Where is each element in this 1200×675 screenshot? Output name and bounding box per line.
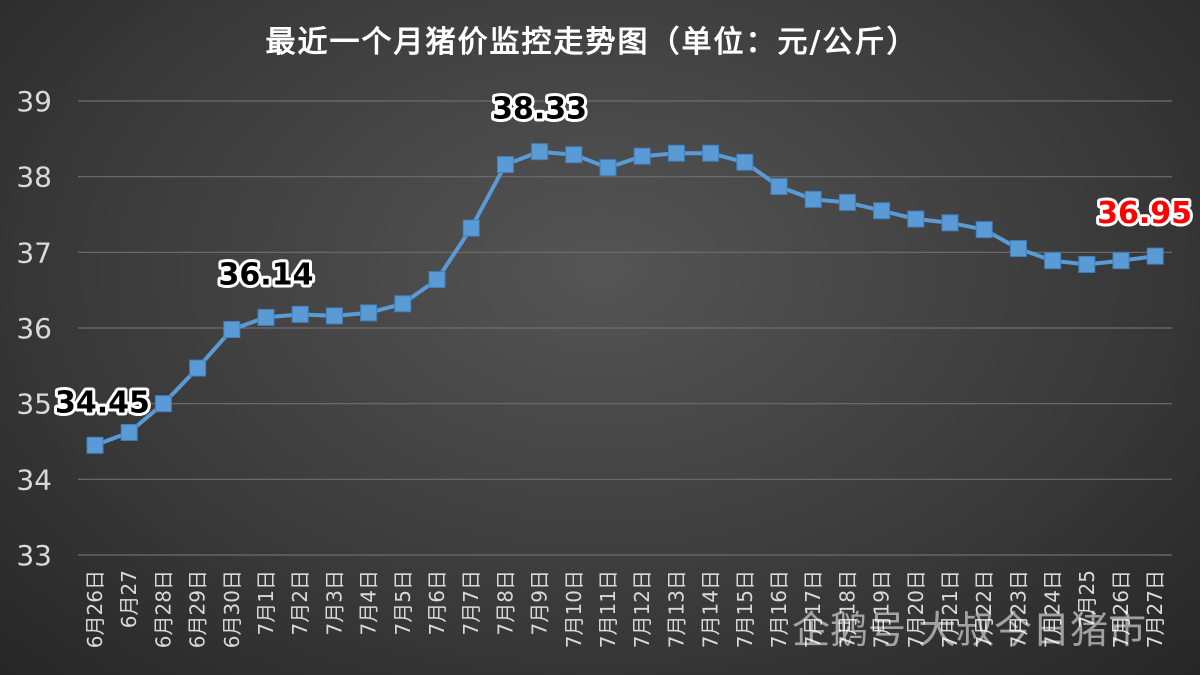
data-label: 34.45 xyxy=(55,385,150,420)
x-tick-label: 7月23日 xyxy=(1006,570,1030,648)
x-tick-label: 7月11日 xyxy=(596,570,620,648)
x-tick-label: 7月3日 xyxy=(322,570,346,635)
x-tick-label: 7月6日 xyxy=(425,570,449,635)
data-point xyxy=(975,221,993,239)
data-labels: 34.45 36.14 38.33 36.95 xyxy=(52,89,1195,424)
x-tick-label: 6月29日 xyxy=(186,570,210,648)
x-tick-label: 6月30日 xyxy=(220,570,244,648)
x-tick-label: 7月2日 xyxy=(288,570,312,635)
data-points xyxy=(86,143,1164,454)
data-point xyxy=(702,144,720,162)
x-tick-label: 7月17日 xyxy=(801,570,825,648)
x-axis-ticks: 6月26日 6月27 6月28日 6月29日 6月30日 7月1日 7月2日 7月3日 7月4日… xyxy=(83,570,1167,648)
data-point xyxy=(86,436,104,454)
x-tick-label: 7月1日 xyxy=(254,570,278,635)
data-point xyxy=(1044,252,1062,270)
data-point xyxy=(291,305,309,323)
x-tick-label: 7月7日 xyxy=(459,570,483,635)
y-tick-label: 35 xyxy=(16,388,52,421)
data-point xyxy=(770,178,788,196)
y-tick-label: 37 xyxy=(16,236,52,269)
chart-title: 最近一个月猪价监控走势图（单位：元/公斤） xyxy=(266,25,919,60)
y-axis-ticks: 33 34 35 36 37 38 39 xyxy=(16,85,52,572)
data-point xyxy=(462,219,480,237)
data-point xyxy=(873,202,891,220)
data-point xyxy=(804,190,822,208)
x-tick-label: 7月19日 xyxy=(870,570,894,648)
x-tick-label: 7月4日 xyxy=(357,570,381,635)
x-tick-label: 7月26日 xyxy=(1109,570,1133,648)
data-point xyxy=(838,193,856,211)
x-tick-label: 7月9日 xyxy=(528,570,552,635)
y-tick-label: 33 xyxy=(16,539,52,572)
data-point xyxy=(325,307,343,325)
data-point xyxy=(223,321,241,339)
data-point xyxy=(1112,252,1130,270)
x-tick-label: 7月14日 xyxy=(699,570,723,648)
data-point xyxy=(189,359,207,377)
x-tick-label: 7月15日 xyxy=(733,570,757,648)
gridlines xyxy=(78,100,1172,556)
data-point xyxy=(154,395,172,413)
x-tick-label: 7月20日 xyxy=(904,570,928,648)
x-tick-label: 7月16日 xyxy=(767,570,791,648)
data-point xyxy=(257,308,275,326)
x-tick-label: 7月18日 xyxy=(835,570,859,648)
data-point xyxy=(1146,247,1164,265)
x-tick-label: 6月27 xyxy=(117,570,141,628)
series-line xyxy=(94,149,1156,448)
data-label: 38.33 xyxy=(492,92,587,127)
data-point xyxy=(633,147,651,165)
x-tick-label: 7月8日 xyxy=(493,570,517,635)
y-tick-label: 36 xyxy=(16,312,52,345)
data-point xyxy=(736,153,754,171)
data-point xyxy=(428,271,446,289)
x-tick-label: 7月13日 xyxy=(664,570,688,648)
x-tick-label: 7月5日 xyxy=(391,570,415,635)
y-tick-label: 38 xyxy=(16,161,52,194)
data-label: 36.14 xyxy=(219,257,314,292)
data-point xyxy=(1078,255,1096,273)
data-point xyxy=(120,423,138,441)
x-tick-label: 6月26日 xyxy=(83,570,107,648)
x-tick-label: 7月22日 xyxy=(972,570,996,648)
x-tick-label: 7月21日 xyxy=(938,570,962,648)
y-tick-label: 34 xyxy=(16,463,52,496)
y-tick-label: 39 xyxy=(16,85,52,118)
data-label: 36.95 xyxy=(1097,196,1192,231)
x-tick-label: 7月12日 xyxy=(630,570,654,648)
data-point xyxy=(360,304,378,322)
data-point xyxy=(496,156,514,174)
data-point xyxy=(941,214,959,232)
x-tick-label: 6月28日 xyxy=(151,570,175,648)
data-point xyxy=(599,159,617,177)
x-tick-label: 7月10日 xyxy=(562,570,586,648)
data-point xyxy=(394,295,412,313)
x-tick-label: 7月27日 xyxy=(1143,570,1167,648)
x-tick-label: 7月25 xyxy=(1075,570,1099,628)
data-point xyxy=(1009,240,1027,258)
watermark: 企鹅号 大叔今日猪市 xyxy=(792,608,1146,652)
data-point xyxy=(667,144,685,162)
x-tick-label: 7月24日 xyxy=(1041,570,1065,648)
data-point xyxy=(531,143,549,161)
data-point xyxy=(907,210,925,228)
data-point xyxy=(565,146,583,164)
